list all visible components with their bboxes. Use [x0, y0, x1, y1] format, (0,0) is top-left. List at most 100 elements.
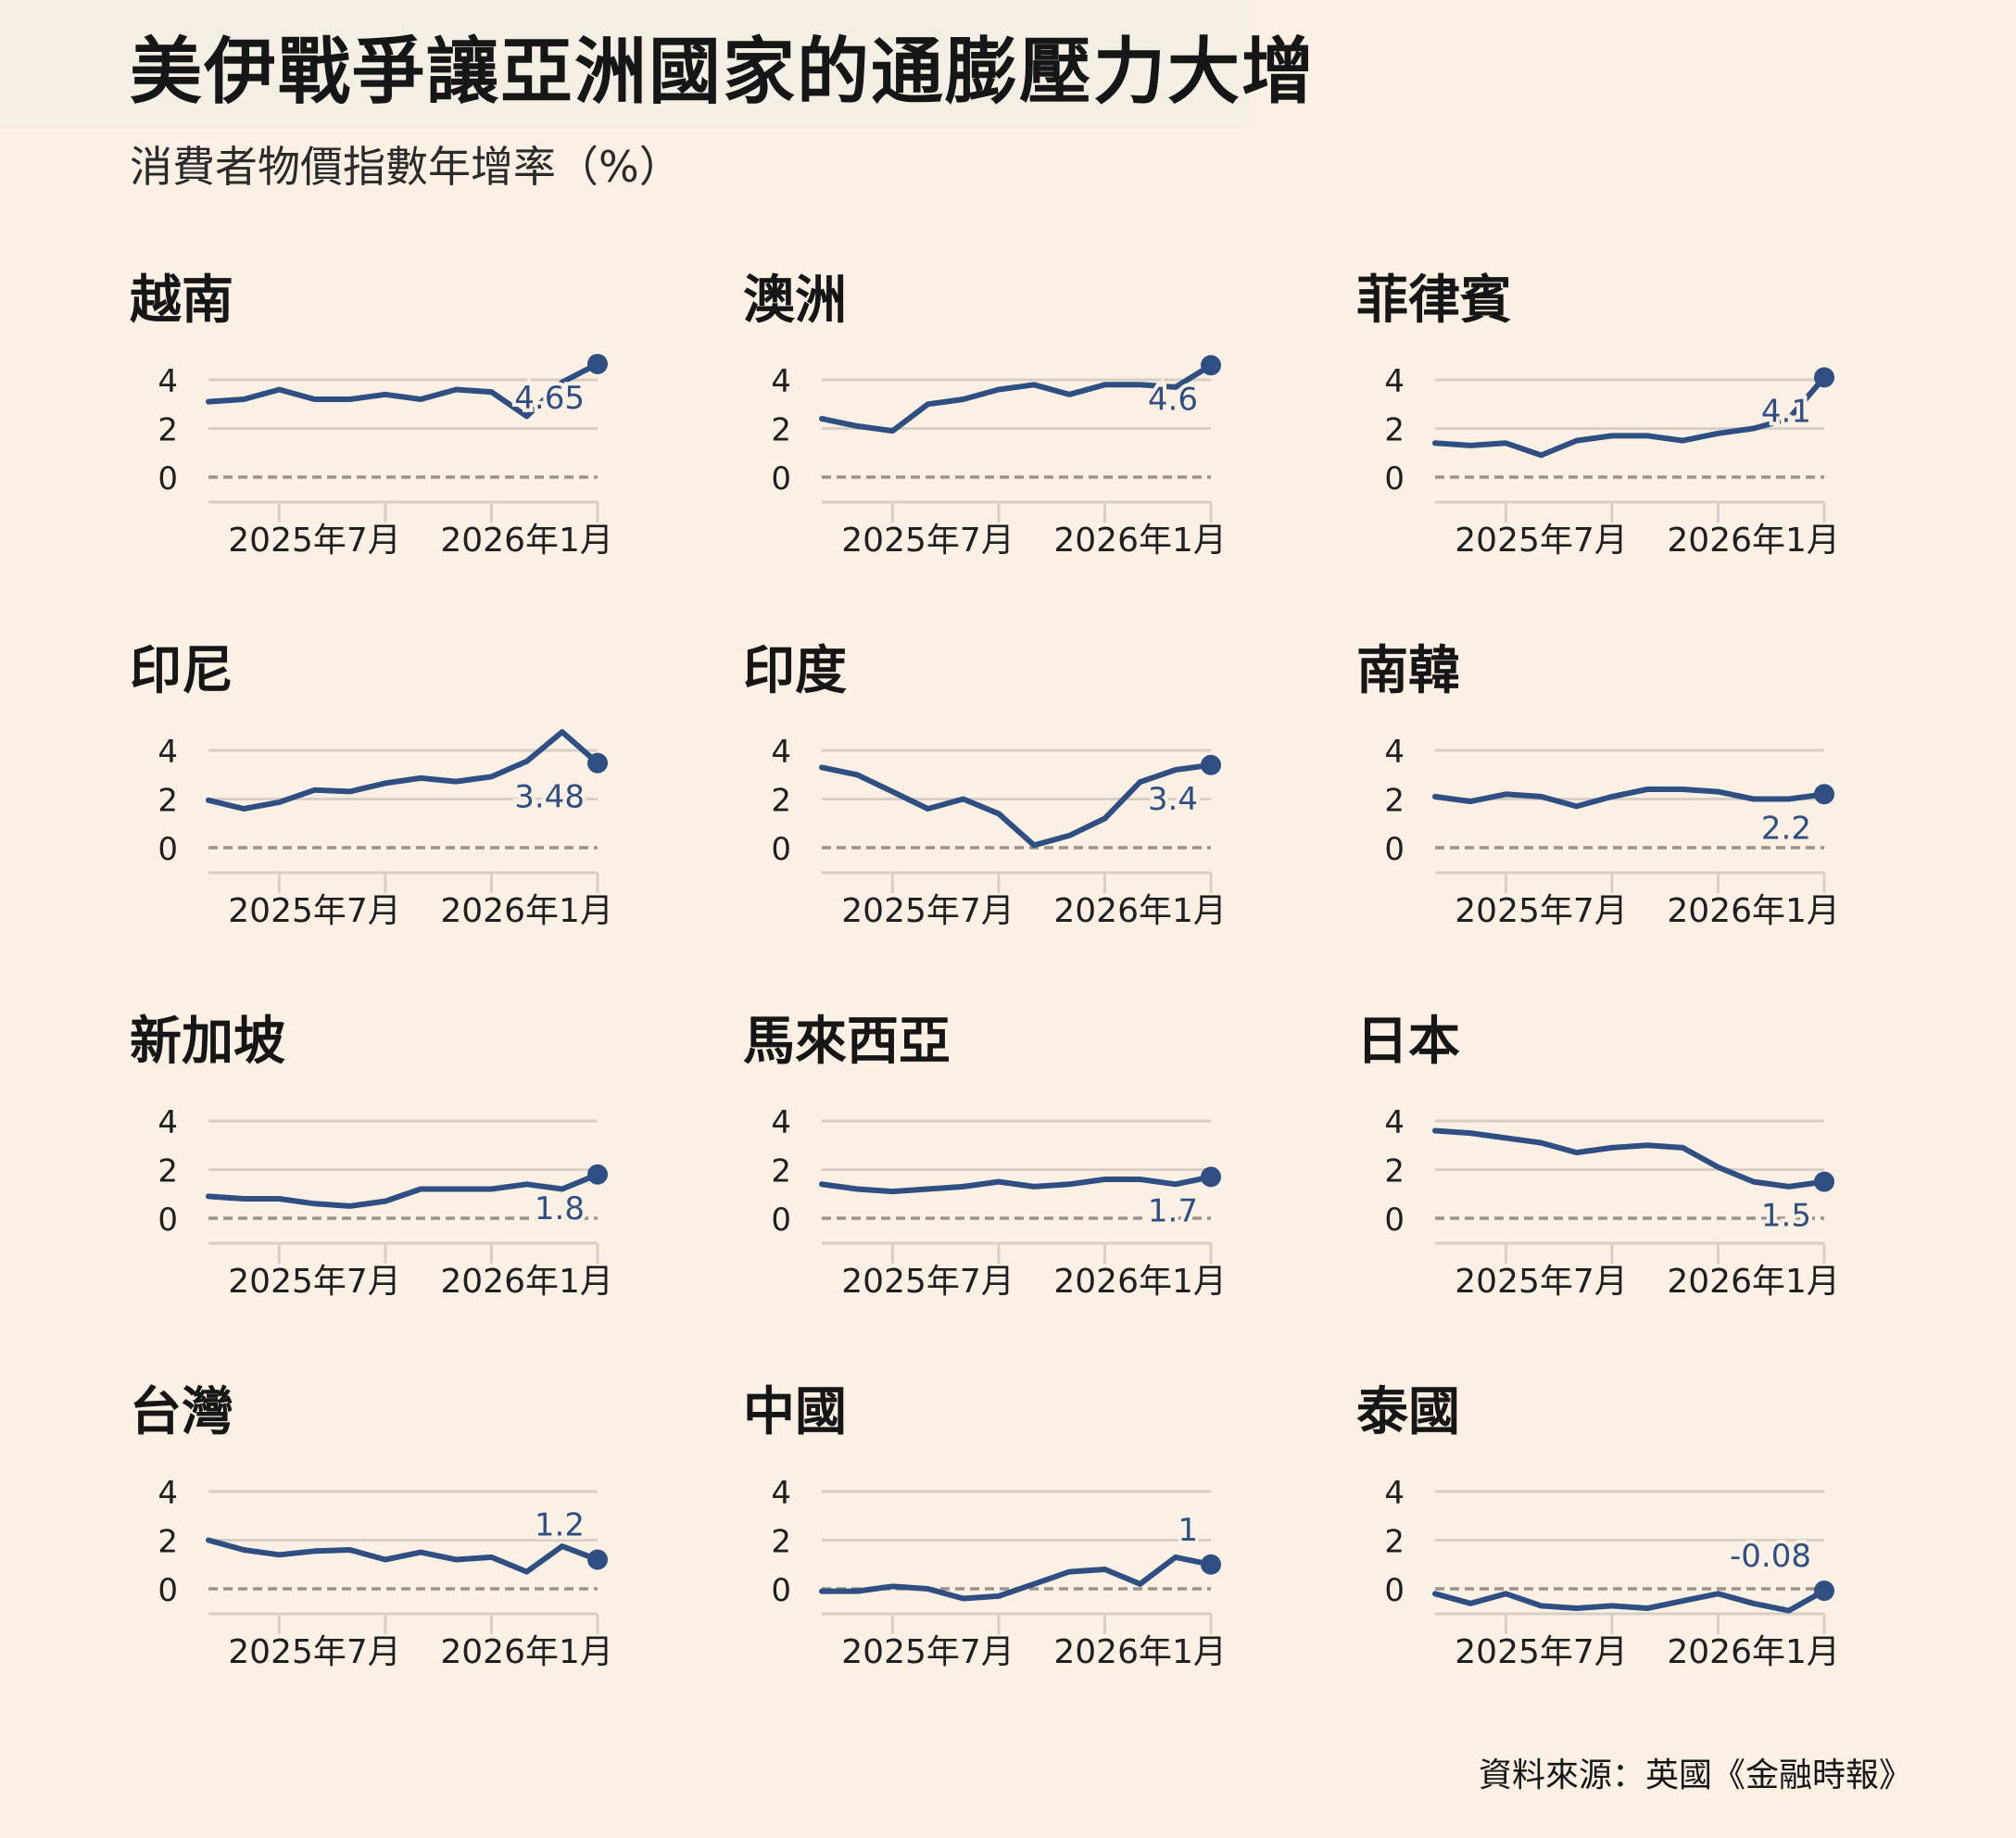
line-chart: 0 2 4 2025年7月 2026年1月 4.65 [158, 353, 613, 560]
chart-panel: 新加坡 0 2 4 2025年7月 2026年1月 1.8 [130, 1010, 613, 1353]
x-tick-label: 2026年1月 [440, 1263, 613, 1301]
line-chart: 0 2 4 2025年7月 2026年1月 4.6 [771, 355, 1227, 560]
x-tick-label: 2026年1月 [1053, 892, 1227, 930]
end-point [1201, 754, 1221, 775]
x-tick-label: 2025年7月 [228, 1263, 401, 1301]
panel-title: 南韓 [1356, 641, 1460, 701]
y-tick-label: 0 [1384, 1572, 1405, 1609]
x-tick-label: 2025年7月 [1455, 892, 1628, 930]
title-band [0, 0, 1249, 128]
y-tick-label: 4 [158, 1475, 178, 1512]
y-tick-label: 0 [1384, 831, 1405, 868]
line-chart: 0 2 4 2025年7月 2026年1月 1.7 [771, 1104, 1227, 1301]
page-subtitle: 消費者物價指數年增率（%） [130, 142, 682, 192]
line-chart: 0 2 4 2025年7月 2026年1月 2.2 [1384, 734, 1840, 930]
x-tick-label: 2025年7月 [228, 1633, 401, 1671]
line-chart: 0 2 4 2025年7月 2026年1月 3.48 [158, 729, 613, 930]
y-tick-label: 2 [158, 1153, 178, 1190]
panel-title: 馬來西亞 [743, 1012, 951, 1072]
y-tick-label: 0 [1384, 1202, 1405, 1239]
line-chart: 0 2 4 2025年7月 2026年1月 1.5 [1384, 1104, 1840, 1301]
end-point [1814, 367, 1834, 388]
chart-panel: 菲律賓 0 2 4 2025年7月 2026年1月 4.1 [1356, 269, 1840, 611]
panel-title: 新加坡 [130, 1012, 285, 1072]
y-tick-label: 0 [158, 1572, 178, 1609]
end-value-label: 3.48 [514, 779, 585, 816]
y-tick-label: 2 [1384, 1524, 1405, 1561]
x-tick-label: 2026年1月 [440, 522, 613, 560]
end-point [1814, 1580, 1834, 1602]
chart-panel: 日本 0 2 4 2025年7月 2026年1月 1.5 [1356, 1010, 1840, 1353]
x-tick-label: 2026年1月 [1667, 1633, 1840, 1671]
line-chart: 0 2 4 2025年7月 2026年1月 -0.08 [1384, 1475, 1840, 1671]
end-value-label: -0.08 [1730, 1538, 1811, 1575]
series-line [206, 1171, 600, 1209]
end-point [1201, 1166, 1221, 1188]
end-value-label: 1.8 [535, 1190, 585, 1227]
series-line [819, 362, 1214, 434]
y-tick-label: 0 [771, 1572, 791, 1609]
chart-panel: 台灣 0 2 4 2025年7月 2026年1月 1.2 [130, 1380, 613, 1723]
y-tick-label: 4 [1384, 1475, 1405, 1512]
panel-title: 澳洲 [743, 271, 847, 331]
line-chart: 0 2 4 2025年7月 2026年1月 3.4 [771, 734, 1227, 930]
end-value-label: 4.6 [1148, 381, 1198, 418]
end-point [1814, 1171, 1834, 1192]
panel-title: 印度 [743, 641, 847, 701]
y-tick-label: 4 [158, 1104, 178, 1141]
y-tick-label: 0 [771, 460, 791, 497]
x-tick-label: 2026年1月 [440, 892, 613, 930]
x-tick-label: 2026年1月 [1667, 522, 1840, 560]
x-tick-label: 2026年1月 [1053, 522, 1227, 560]
chart-panel: 泰國 0 2 4 2025年7月 2026年1月 -0.08 [1356, 1380, 1840, 1723]
y-tick-label: 0 [771, 831, 791, 868]
series-line [1432, 1127, 1827, 1190]
chart-panel: 馬來西亞 0 2 4 2025年7月 2026年1月 1.7 [743, 1010, 1227, 1353]
panel-title: 中國 [743, 1382, 847, 1442]
end-point [587, 752, 608, 774]
y-tick-label: 2 [158, 1524, 178, 1561]
series-line [819, 1174, 1214, 1195]
y-tick-label: 4 [771, 734, 791, 771]
x-tick-label: 2026年1月 [1053, 1263, 1227, 1301]
x-tick-label: 2025年7月 [841, 1633, 1014, 1671]
y-tick-label: 2 [771, 1524, 791, 1561]
end-point [1814, 784, 1834, 805]
line-chart: 0 2 4 2025年7月 2026年1月 1.8 [158, 1104, 613, 1301]
x-tick-label: 2025年7月 [841, 522, 1014, 560]
end-value-label: 1 [1178, 1512, 1198, 1549]
x-tick-label: 2026年1月 [440, 1633, 613, 1671]
panel-title: 台灣 [130, 1382, 233, 1442]
series-line [206, 729, 600, 812]
end-value-label: 4.1 [1761, 393, 1811, 430]
y-tick-label: 4 [1384, 734, 1405, 771]
y-tick-label: 2 [771, 412, 791, 449]
x-tick-label: 2025年7月 [1455, 1633, 1628, 1671]
end-point [587, 1164, 608, 1185]
y-tick-label: 2 [158, 412, 178, 449]
end-value-label: 1.5 [1761, 1198, 1811, 1235]
end-point [587, 353, 608, 374]
line-chart: 0 2 4 2025年7月 2026年1月 1 [771, 1475, 1227, 1671]
y-tick-label: 4 [771, 1475, 791, 1512]
y-tick-label: 2 [771, 783, 791, 820]
x-tick-label: 2026年1月 [1667, 892, 1840, 930]
x-tick-label: 2025年7月 [228, 892, 401, 930]
x-tick-label: 2025年7月 [841, 892, 1014, 930]
y-tick-label: 2 [1384, 1153, 1405, 1190]
y-tick-label: 2 [158, 783, 178, 820]
y-tick-label: 0 [158, 1202, 178, 1239]
x-tick-label: 2025年7月 [841, 1263, 1014, 1301]
source-note: 資料來源：英國《金融時報》 [1478, 1756, 1912, 1794]
end-point [1201, 355, 1221, 376]
panel-title: 印尼 [130, 641, 233, 701]
y-tick-label: 0 [158, 460, 178, 497]
y-tick-label: 4 [1384, 1104, 1405, 1141]
y-tick-label: 4 [771, 1104, 791, 1141]
page-title: 美伊戰爭讓亞洲國家的通膨壓力大增 [130, 31, 1317, 114]
y-tick-label: 0 [771, 1202, 791, 1239]
panel-title: 日本 [1356, 1012, 1460, 1072]
y-tick-label: 0 [1384, 460, 1405, 497]
series-line [206, 1537, 600, 1575]
panel-title: 泰國 [1356, 1382, 1460, 1442]
